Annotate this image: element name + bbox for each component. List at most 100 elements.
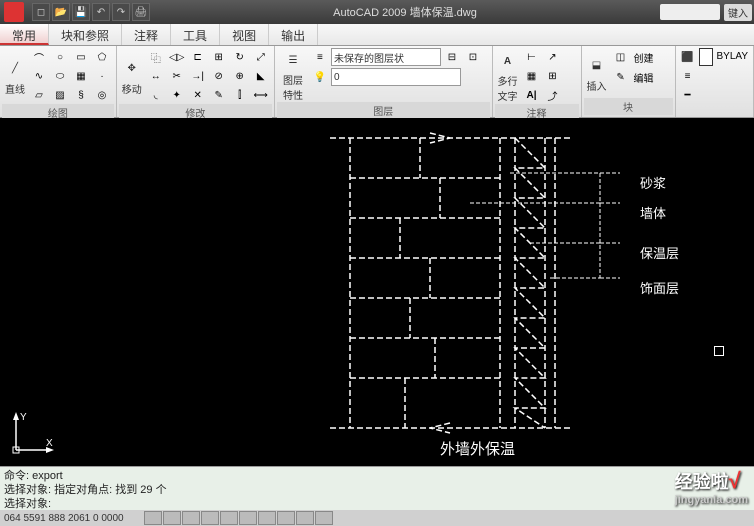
mirror-icon[interactable]: ◁▷ bbox=[167, 48, 187, 66]
label-title: 外墙外保温 bbox=[440, 438, 515, 459]
ortho-toggle[interactable] bbox=[182, 511, 200, 525]
layer-match-icon[interactable]: ⊟ bbox=[442, 48, 462, 66]
ducs-toggle[interactable] bbox=[258, 511, 276, 525]
save-icon[interactable]: 💾 bbox=[72, 3, 90, 21]
panel-modify: ✥ 移动 ⿻ ◁▷ ⊏ ⊞ ↻ ⤢ ↔ ✂ →| ⊘ ⊕ ◣ bbox=[117, 46, 275, 117]
erase-icon[interactable]: ✕ bbox=[188, 86, 208, 104]
layer-combo[interactable] bbox=[331, 68, 461, 86]
label-finish: 饰面层 bbox=[640, 278, 679, 297]
tab-annotate[interactable]: 注释 bbox=[122, 24, 171, 45]
layer-bulb-icon[interactable]: 💡 bbox=[310, 68, 330, 86]
osnap-toggle[interactable] bbox=[220, 511, 238, 525]
edit-block-icon[interactable]: ✎ bbox=[611, 68, 631, 86]
rotate-icon[interactable]: ↻ bbox=[230, 48, 250, 66]
layer-icon: ☰ bbox=[281, 48, 305, 72]
region-icon[interactable]: ▱ bbox=[29, 86, 49, 104]
extend-icon[interactable]: →| bbox=[188, 67, 208, 85]
chamfer-icon[interactable]: ◣ bbox=[251, 67, 271, 85]
break-icon[interactable]: ⊘ bbox=[209, 67, 229, 85]
circle-icon[interactable]: ○ bbox=[50, 48, 70, 66]
arc-icon[interactable]: ⌒ bbox=[29, 48, 49, 66]
move-icon: ✥ bbox=[120, 57, 144, 81]
lineweight-icon[interactable]: ━ bbox=[678, 86, 698, 104]
qp-toggle[interactable] bbox=[315, 511, 333, 525]
dim-icon[interactable]: ⊢ bbox=[522, 48, 542, 66]
copy-icon[interactable]: ⿻ bbox=[146, 48, 166, 66]
window-title: AutoCAD 2009 墙体保温.dwg bbox=[150, 4, 660, 20]
trim-icon[interactable]: ✂ bbox=[167, 67, 187, 85]
offset-icon[interactable]: ⊏ bbox=[188, 48, 208, 66]
label-wall: 墙体 bbox=[640, 203, 666, 222]
ribbon: ╱ 直线 ⌒ ○ ▭ ⬠ ∿ ⬭ ▦ · ▱ ▨ bbox=[0, 46, 754, 118]
search-input[interactable] bbox=[660, 4, 720, 20]
layer-state-combo[interactable] bbox=[331, 48, 441, 66]
pickbox-marker bbox=[714, 346, 724, 356]
tab-output[interactable]: 输出 bbox=[269, 24, 318, 45]
status-toggles bbox=[144, 511, 333, 525]
helix-icon[interactable]: § bbox=[71, 86, 91, 104]
move-button[interactable]: ✥ 移动 bbox=[119, 48, 145, 104]
line-icon: ╱ bbox=[3, 57, 27, 81]
print-icon[interactable]: 🖨 bbox=[132, 3, 150, 21]
watermark: 经验啦√ jingyanla.com bbox=[675, 468, 748, 506]
redo-icon[interactable]: ↷ bbox=[112, 3, 130, 21]
tab-view[interactable]: 视图 bbox=[220, 24, 269, 45]
lengthen-icon[interactable]: ⟷ bbox=[251, 86, 271, 104]
snap-toggle[interactable] bbox=[144, 511, 162, 525]
wipeout-icon[interactable]: ▨ bbox=[50, 86, 70, 104]
spline-icon[interactable]: ∿ bbox=[29, 67, 49, 85]
mtext-button[interactable]: A 多行 文字 bbox=[495, 48, 521, 104]
svg-text:X: X bbox=[46, 438, 53, 449]
create-block-icon[interactable]: ◫ bbox=[611, 48, 631, 66]
new-icon[interactable]: ◻ bbox=[32, 3, 50, 21]
undo-icon[interactable]: ↶ bbox=[92, 3, 110, 21]
drawing-canvas[interactable]: 砂浆 墙体 保温层 饰面层 外墙外保温 Y X bbox=[0, 118, 754, 466]
edit-icon[interactable]: ✎ bbox=[209, 86, 229, 104]
leader-icon[interactable]: ↗ bbox=[543, 48, 563, 66]
panel-properties: ⬛BYLAY ≡ ━ bbox=[676, 46, 754, 117]
key-button[interactable]: 键入 bbox=[724, 4, 752, 21]
line-button[interactable]: ╱ 直线 bbox=[2, 48, 28, 104]
text2-icon[interactable]: A| bbox=[522, 86, 542, 104]
array-icon[interactable]: ⊞ bbox=[209, 48, 229, 66]
insert-button[interactable]: ⬓ 插入 bbox=[584, 48, 610, 98]
cmd-line-2: 选择对象: 指定对角点: 找到 29 个 bbox=[4, 483, 750, 497]
command-line[interactable]: 命令: export 选择对象: 指定对角点: 找到 29 个 选择对象: bbox=[0, 466, 754, 510]
ellipse-icon[interactable]: ⬭ bbox=[50, 67, 70, 85]
stretch-icon[interactable]: ↔ bbox=[146, 67, 166, 85]
titlebar: ◻ 📂 💾 ↶ ↷ 🖨 AutoCAD 2009 墙体保温.dwg 键入 bbox=[0, 0, 754, 24]
app-icon[interactable] bbox=[4, 2, 24, 22]
color-icon[interactable]: ⬛ bbox=[678, 48, 698, 66]
poly-icon[interactable]: ⬠ bbox=[92, 48, 112, 66]
join-icon[interactable]: ⊕ bbox=[230, 67, 250, 85]
panel-block: ⬓ 插入 ◫创建 ✎编辑 块 bbox=[582, 46, 676, 117]
quick-access-toolbar: ◻ 📂 💾 ↶ ↷ 🖨 bbox=[32, 3, 150, 21]
tab-home[interactable]: 常用 bbox=[0, 24, 49, 45]
dyn-toggle[interactable] bbox=[277, 511, 295, 525]
point-icon[interactable]: · bbox=[92, 67, 112, 85]
tab-blocks[interactable]: 块和参照 bbox=[49, 24, 122, 45]
explode-icon[interactable]: ✦ bbox=[167, 86, 187, 104]
hatch-icon[interactable]: ▦ bbox=[71, 67, 91, 85]
label-insulation: 保温层 bbox=[640, 243, 679, 262]
layerstate-icon[interactable]: ≡ bbox=[310, 48, 330, 66]
polar-toggle[interactable] bbox=[201, 511, 219, 525]
align-icon[interactable]: ⫿ bbox=[230, 86, 250, 104]
layer-prev-icon[interactable]: ⊡ bbox=[463, 48, 483, 66]
linetype-icon[interactable]: ≡ bbox=[678, 67, 698, 85]
field-icon[interactable]: ⊞ bbox=[543, 67, 563, 85]
scale-icon[interactable]: ⤢ bbox=[251, 48, 271, 66]
donut-icon[interactable]: ◎ bbox=[92, 86, 112, 104]
lwt-toggle[interactable] bbox=[296, 511, 314, 525]
open-icon[interactable]: 📂 bbox=[52, 3, 70, 21]
layer-props-button[interactable]: ☰ 图层 特性 bbox=[277, 48, 309, 102]
grid-toggle[interactable] bbox=[163, 511, 181, 525]
bylayer-swatch[interactable] bbox=[699, 48, 713, 66]
fillet-icon[interactable]: ◟ bbox=[146, 86, 166, 104]
mleader-icon[interactable]: ⤴ bbox=[543, 86, 563, 104]
otrack-toggle[interactable] bbox=[239, 511, 257, 525]
table-icon[interactable]: ▦ bbox=[522, 67, 542, 85]
rect-icon[interactable]: ▭ bbox=[71, 48, 91, 66]
ucs-icon: Y X bbox=[8, 408, 58, 458]
tab-tools[interactable]: 工具 bbox=[171, 24, 220, 45]
